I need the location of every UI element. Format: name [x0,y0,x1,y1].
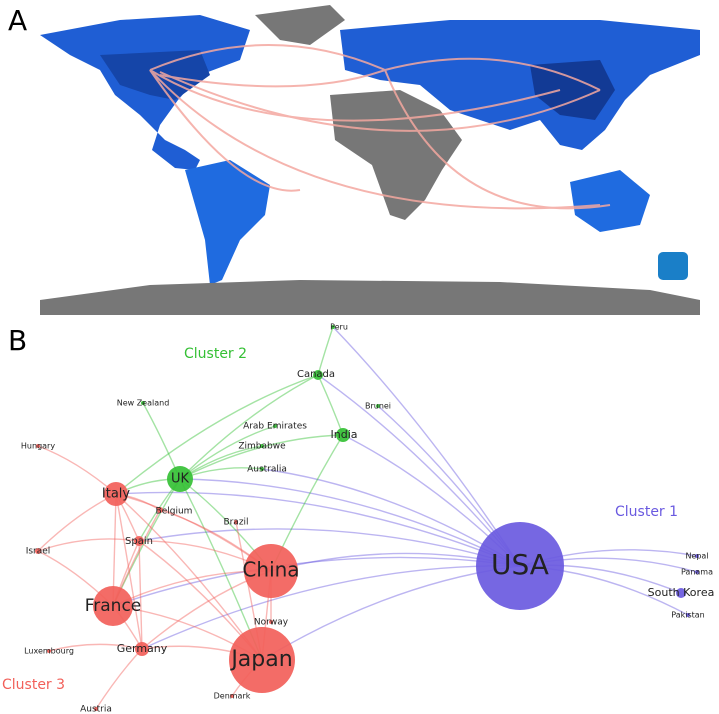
link [332,326,521,567]
node [35,548,41,554]
node [376,404,380,408]
link [95,648,143,710]
node-label: USA [491,548,549,581]
node [244,544,298,598]
node-label: Canada [297,369,335,380]
land [255,5,345,45]
link [317,326,334,376]
node-label: Australia [247,465,287,475]
node [36,444,40,448]
link [141,565,521,650]
node [273,424,277,428]
land [40,280,700,315]
node-label: Israel [26,547,51,557]
node-label: Norway [254,618,289,628]
link [48,643,143,652]
node-label: Spain [125,536,153,547]
node [229,627,295,693]
node [141,401,145,405]
node-label: Brazil [223,518,248,528]
node [260,444,264,448]
node-label: Arab Emirates [243,422,307,432]
land [340,20,700,150]
node [313,370,323,380]
node [676,588,686,598]
panel-label: A [8,4,27,37]
node [134,536,144,546]
node [234,520,238,524]
node-label: India [331,428,358,441]
link [112,556,521,607]
node-label: Nepal [685,552,708,561]
land [570,170,650,232]
node [135,642,149,656]
link [179,478,521,567]
node-label: China [242,558,299,582]
node [104,482,128,506]
node [686,613,690,617]
world-map [40,5,700,315]
node-label: Brunei [365,402,391,411]
node-label: Peru [330,323,348,332]
node [695,570,699,574]
cluster-label: Cluster 3 [2,677,65,693]
node [157,507,163,513]
land [530,60,615,120]
link [115,374,319,495]
node-label: Denmark [214,692,251,701]
panel-label: B [8,324,27,357]
node-label: Germany [117,642,168,655]
node-label: Austria [80,705,112,714]
node-label: Italy [102,487,131,502]
node [167,466,193,492]
land [185,160,270,285]
link [37,538,140,552]
link [138,540,143,650]
node-label: Belgium [156,507,193,517]
routes [149,44,611,210]
node-label: Pakistan [671,611,705,620]
node-label: Luxembourg [24,647,74,656]
link [138,528,521,567]
logo [658,252,688,280]
node-label: UK [171,472,190,487]
node-label: Zimbabwe [238,442,286,452]
node-label: Hungary [21,442,55,451]
node [260,467,264,471]
node-label: New Zealand [117,399,170,408]
node [93,586,133,626]
node [476,522,564,610]
node [230,694,234,698]
node-label: Japan [229,647,292,672]
land [330,90,462,220]
node [695,554,699,558]
node-label: Panama [681,568,713,577]
node [336,428,350,442]
node-label: France [85,596,142,616]
node [269,620,273,624]
cluster-label: Cluster 2 [184,346,247,362]
link [115,491,521,567]
link [179,374,319,480]
node [331,325,335,329]
link [37,493,117,552]
node [94,707,98,711]
node [47,649,51,653]
node-label: South Korea [648,586,715,599]
network-nodes: Peru Canada Brunei New Zealand Arab Emirates… [21,323,714,714]
link [115,493,143,650]
cluster-label: Cluster 1 [615,504,678,520]
